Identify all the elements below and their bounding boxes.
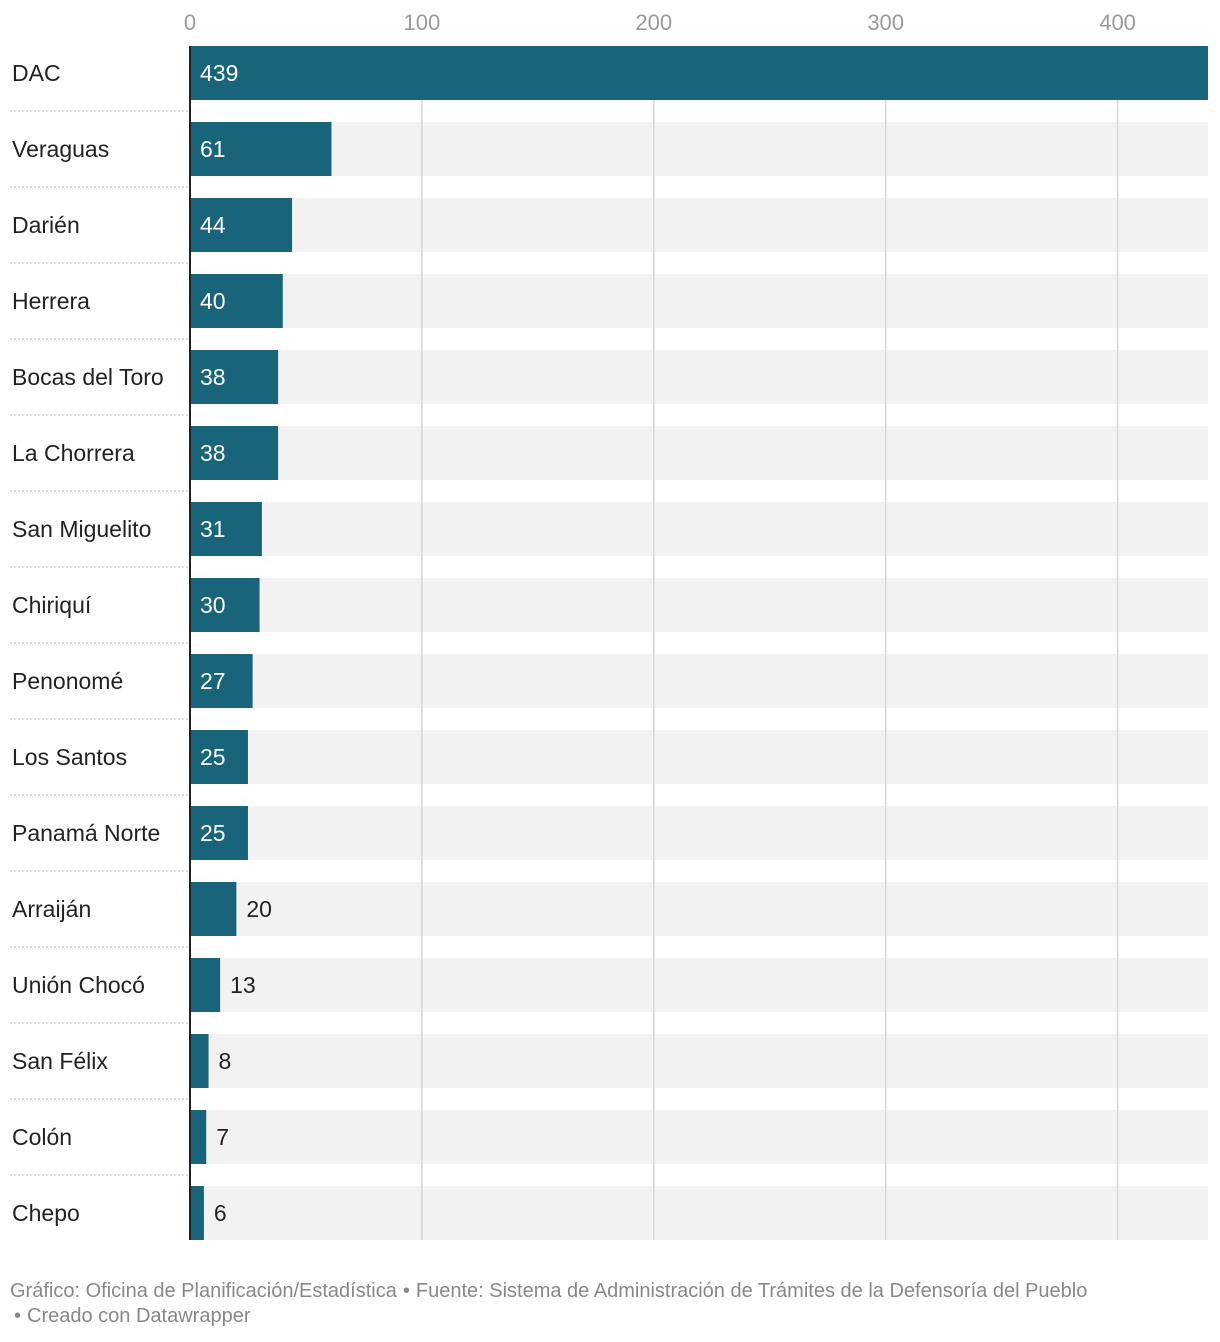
category-label: Bocas del Toro <box>12 364 164 390</box>
value-label: 8 <box>219 1048 232 1074</box>
category-label: Los Santos <box>12 744 127 770</box>
category-label: Arraiján <box>12 896 91 922</box>
category-label: La Chorrera <box>12 440 135 466</box>
category-label: Veraguas <box>12 136 109 162</box>
footer-separator: • <box>402 1280 410 1302</box>
bar-track <box>190 502 1208 556</box>
category-label: Chepo <box>12 1200 80 1226</box>
bar <box>190 1034 209 1088</box>
value-label: 38 <box>200 364 226 390</box>
value-label: 61 <box>200 136 226 162</box>
footer-credit: Gráfico: Oficina de Planificación/Estadí… <box>10 1280 397 1302</box>
x-tick-label: 300 <box>867 10 904 35</box>
category-label: Colón <box>12 1124 72 1150</box>
bar-track <box>190 198 1208 252</box>
category-label: Unión Chocó <box>12 972 145 998</box>
bar-track <box>190 882 1208 936</box>
value-label: 31 <box>200 516 226 542</box>
value-label: 30 <box>200 592 226 618</box>
chart-footer: Gráfico: Oficina de Planificación/Estadí… <box>10 1279 1210 1329</box>
bar-track <box>190 578 1208 632</box>
footer-source: Fuente: Sistema de Administración de Trá… <box>415 1280 1088 1302</box>
bar <box>190 578 260 632</box>
value-label: 6 <box>214 1200 227 1226</box>
bar-track <box>190 274 1208 328</box>
bar <box>190 1186 204 1240</box>
category-label: San Miguelito <box>12 516 151 542</box>
value-label: 7 <box>216 1124 229 1150</box>
footer-separator: • <box>14 1305 22 1327</box>
bar <box>190 882 237 936</box>
footer-created-with: Creado con Datawrapper <box>27 1305 251 1327</box>
bar <box>190 958 221 1012</box>
category-label: DAC <box>12 60 61 86</box>
bar <box>190 730 248 784</box>
bar <box>190 122 332 176</box>
value-label: 25 <box>200 744 226 770</box>
x-tick-label: 200 <box>635 10 672 35</box>
category-label: Darién <box>12 212 80 238</box>
value-label: 44 <box>200 212 226 238</box>
bar-track <box>190 426 1208 480</box>
value-label: 38 <box>200 440 226 466</box>
category-label: Panamá Norte <box>12 820 160 846</box>
bar-track <box>190 654 1208 708</box>
bar-track <box>190 1186 1208 1240</box>
bar <box>190 198 293 252</box>
bar-track <box>190 1110 1208 1164</box>
x-tick-label: 0 <box>184 10 196 35</box>
category-label: San Félix <box>12 1048 108 1074</box>
value-label: 13 <box>230 972 256 998</box>
bar <box>190 46 1208 100</box>
bar-track <box>190 122 1208 176</box>
value-label: 27 <box>200 668 226 694</box>
chart-area: 0 100 200 300 400 DAC 439 Veraguas 61 Darién 44 Her… <box>10 10 1208 1240</box>
x-tick-label: 100 <box>404 10 441 35</box>
bar-track <box>190 958 1208 1012</box>
value-label: 40 <box>200 288 226 314</box>
value-label: 439 <box>200 60 238 86</box>
bar-track <box>190 730 1208 784</box>
bar <box>190 806 248 860</box>
bar <box>190 274 283 328</box>
bar <box>190 426 279 480</box>
bar-track <box>190 350 1208 404</box>
value-label: 20 <box>246 896 272 922</box>
bar <box>190 654 253 708</box>
x-tick-label: 400 <box>1099 10 1136 35</box>
bar-track <box>190 1034 1208 1088</box>
bar-chart: 0 100 200 300 400 DAC 439 Veraguas 61 Darién 44 Her… <box>10 10 1208 1240</box>
category-label: Chiriquí <box>12 592 92 618</box>
bar-track <box>190 806 1208 860</box>
bar <box>190 502 262 556</box>
category-label: Herrera <box>12 288 90 314</box>
category-label: Penonomé <box>12 668 123 694</box>
value-label: 25 <box>200 820 226 846</box>
bar <box>190 350 279 404</box>
bar <box>190 1110 207 1164</box>
